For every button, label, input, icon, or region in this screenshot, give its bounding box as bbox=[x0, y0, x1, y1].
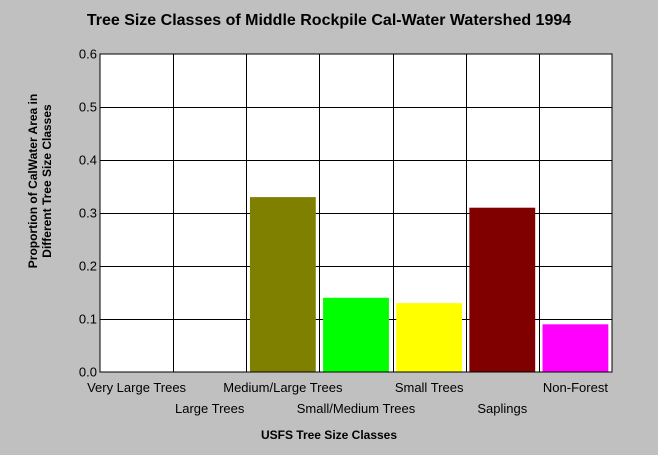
y-tick-label: 0.3 bbox=[79, 206, 97, 221]
y-tick-label: 0.5 bbox=[79, 100, 97, 115]
chart-title: Tree Size Classes of Middle Rockpile Cal… bbox=[86, 12, 572, 29]
y-tick-labels: 0.0 0.1 0.2 0.3 0.4 0.5 0.6 bbox=[79, 47, 97, 380]
y-tick-label: 0.0 bbox=[79, 365, 97, 380]
bar bbox=[396, 303, 463, 372]
bar bbox=[469, 207, 536, 372]
x-tick-label: Medium/Large Trees bbox=[223, 380, 343, 395]
bar bbox=[323, 297, 389, 372]
bar bbox=[249, 197, 316, 372]
y-tick-label: 0.4 bbox=[79, 153, 97, 168]
y-tick-label: 0.6 bbox=[79, 47, 97, 62]
bar bbox=[542, 324, 609, 372]
x-tick-label: Small/Medium Trees bbox=[297, 401, 416, 416]
y-axis-title-line-1: Proportion of CalWater Area in bbox=[26, 93, 40, 269]
x-tick-labels: Very Large Trees Large Trees Medium/Large … bbox=[87, 380, 608, 416]
bars bbox=[249, 197, 609, 372]
x-tick-label: Very Large Trees bbox=[87, 380, 186, 395]
y-tick-label: 0.2 bbox=[79, 259, 97, 274]
x-tick-label: Small Trees bbox=[395, 380, 464, 395]
y-axis-title-line-2: Different Tree Size Classes bbox=[40, 104, 54, 258]
y-tick-label: 0.1 bbox=[79, 312, 97, 327]
x-tick-label: Saplings bbox=[477, 401, 527, 416]
x-tick-label: Non-Forest bbox=[543, 380, 608, 395]
plot-border bbox=[99, 53, 613, 373]
x-tick-label: Large Trees bbox=[175, 401, 245, 416]
x-axis-title: USFS Tree Size Classes bbox=[260, 428, 398, 442]
